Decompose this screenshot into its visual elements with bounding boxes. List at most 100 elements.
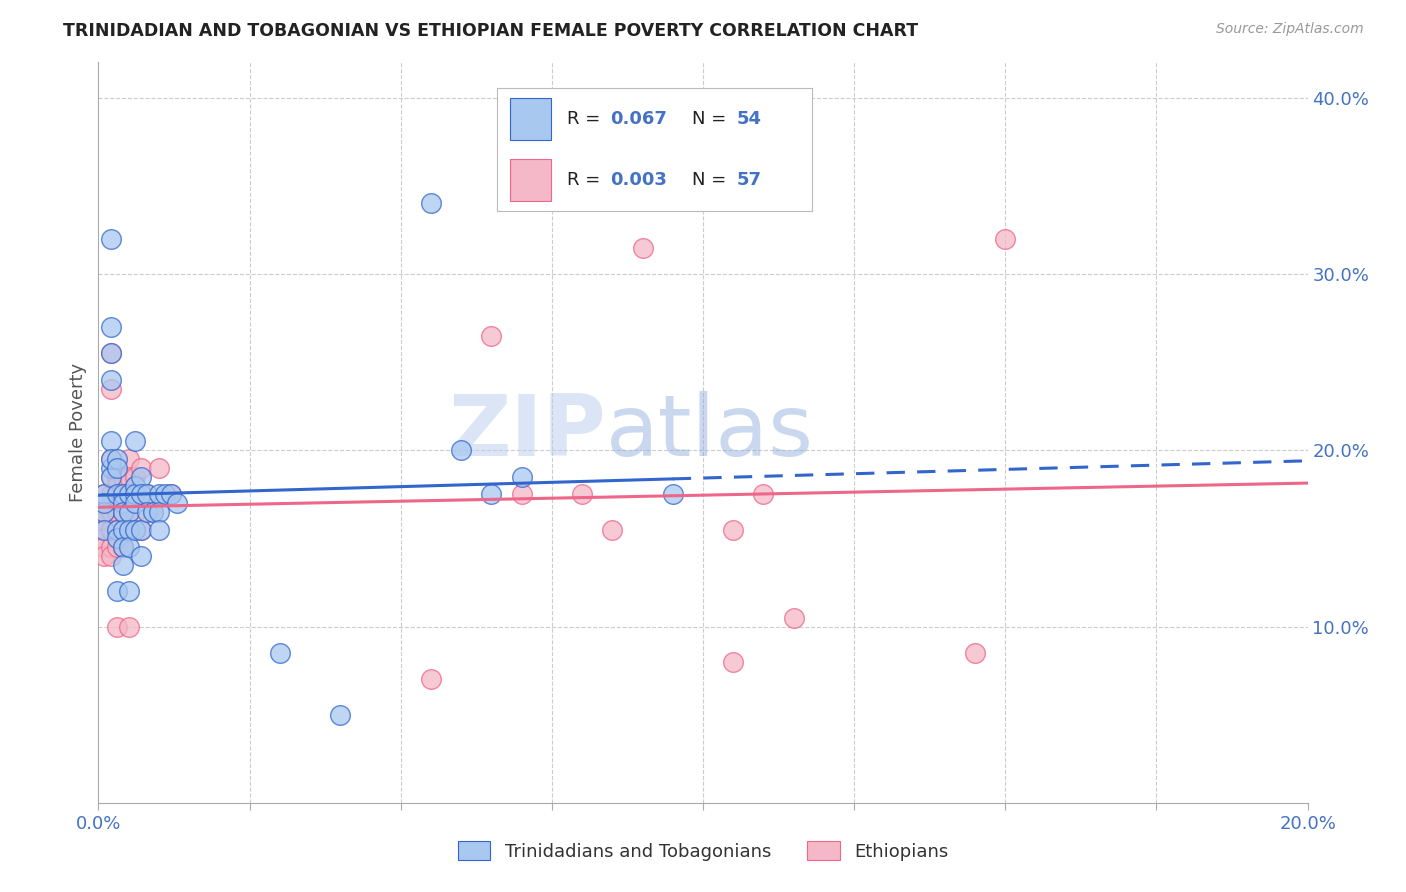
Point bbox=[111, 469, 134, 483]
Point bbox=[135, 487, 157, 501]
Point bbox=[142, 505, 165, 519]
Point bbox=[100, 319, 122, 334]
Point bbox=[93, 487, 115, 501]
Point bbox=[723, 655, 745, 669]
Point bbox=[994, 232, 1017, 246]
Point bbox=[124, 469, 146, 483]
Point bbox=[118, 505, 141, 519]
Point bbox=[118, 487, 141, 501]
Point bbox=[148, 505, 170, 519]
Point bbox=[105, 584, 128, 599]
Point bbox=[100, 461, 122, 475]
Point bbox=[631, 240, 654, 255]
Point bbox=[135, 487, 157, 501]
Point bbox=[105, 523, 128, 537]
Point bbox=[118, 619, 141, 633]
Point bbox=[160, 487, 183, 501]
Point bbox=[111, 540, 134, 554]
Point bbox=[420, 196, 443, 211]
Point bbox=[93, 540, 115, 554]
Point bbox=[93, 523, 115, 537]
Point bbox=[129, 487, 152, 501]
Point bbox=[752, 487, 775, 501]
Point bbox=[269, 646, 291, 660]
Point bbox=[105, 487, 128, 501]
Point bbox=[783, 610, 806, 624]
Point bbox=[93, 505, 115, 519]
Point bbox=[153, 487, 176, 501]
Point bbox=[129, 523, 152, 537]
Point bbox=[118, 452, 141, 467]
Point bbox=[93, 487, 115, 501]
Point bbox=[111, 487, 134, 501]
Point bbox=[148, 461, 170, 475]
Point bbox=[100, 373, 122, 387]
Point bbox=[118, 505, 141, 519]
Point bbox=[124, 487, 146, 501]
Point bbox=[148, 487, 170, 501]
Point bbox=[420, 673, 443, 687]
Point bbox=[329, 707, 352, 722]
Point bbox=[129, 549, 152, 563]
Point bbox=[481, 328, 503, 343]
Point bbox=[93, 514, 115, 528]
Point bbox=[105, 478, 128, 492]
Point bbox=[111, 523, 134, 537]
Point bbox=[93, 532, 115, 546]
Legend: Trinidadians and Tobagonians, Ethiopians: Trinidadians and Tobagonians, Ethiopians bbox=[450, 834, 956, 868]
Point bbox=[118, 487, 141, 501]
Point bbox=[111, 487, 134, 501]
Point bbox=[160, 487, 183, 501]
Point bbox=[111, 505, 134, 519]
Point bbox=[111, 558, 134, 572]
Point bbox=[965, 646, 987, 660]
Point bbox=[105, 532, 128, 546]
Point bbox=[93, 505, 115, 519]
Point bbox=[142, 505, 165, 519]
Y-axis label: Female Poverty: Female Poverty bbox=[69, 363, 87, 502]
Point bbox=[510, 469, 533, 483]
Point bbox=[118, 523, 141, 537]
Point bbox=[105, 505, 128, 519]
Point bbox=[723, 523, 745, 537]
Point bbox=[100, 549, 122, 563]
Point bbox=[111, 505, 134, 519]
Point bbox=[105, 452, 128, 467]
Point bbox=[124, 523, 146, 537]
Point bbox=[93, 496, 115, 510]
Point bbox=[118, 469, 141, 483]
Point bbox=[100, 469, 122, 483]
Text: TRINIDADIAN AND TOBAGONIAN VS ETHIOPIAN FEMALE POVERTY CORRELATION CHART: TRINIDADIAN AND TOBAGONIAN VS ETHIOPIAN … bbox=[63, 22, 918, 40]
Point bbox=[100, 346, 122, 360]
Point bbox=[100, 487, 122, 501]
Point bbox=[93, 523, 115, 537]
Point bbox=[118, 540, 141, 554]
Point bbox=[100, 346, 122, 360]
Point bbox=[450, 443, 472, 458]
Point bbox=[100, 452, 122, 467]
Point bbox=[602, 523, 624, 537]
Point bbox=[100, 505, 122, 519]
Point bbox=[166, 496, 188, 510]
Point bbox=[111, 496, 134, 510]
Point bbox=[148, 523, 170, 537]
Point bbox=[105, 619, 128, 633]
Point bbox=[118, 584, 141, 599]
Point bbox=[100, 434, 122, 449]
Text: Source: ZipAtlas.com: Source: ZipAtlas.com bbox=[1216, 22, 1364, 37]
Point bbox=[661, 487, 683, 501]
Point bbox=[129, 461, 152, 475]
Point bbox=[124, 505, 146, 519]
Point bbox=[118, 523, 141, 537]
Point bbox=[129, 469, 152, 483]
Point bbox=[105, 469, 128, 483]
Point bbox=[100, 382, 122, 396]
Point bbox=[111, 540, 134, 554]
Text: ZIP: ZIP bbox=[449, 391, 606, 475]
Point bbox=[481, 487, 503, 501]
Point bbox=[105, 461, 128, 475]
Point bbox=[100, 232, 122, 246]
Text: atlas: atlas bbox=[606, 391, 814, 475]
Point bbox=[124, 496, 146, 510]
Point bbox=[129, 523, 152, 537]
